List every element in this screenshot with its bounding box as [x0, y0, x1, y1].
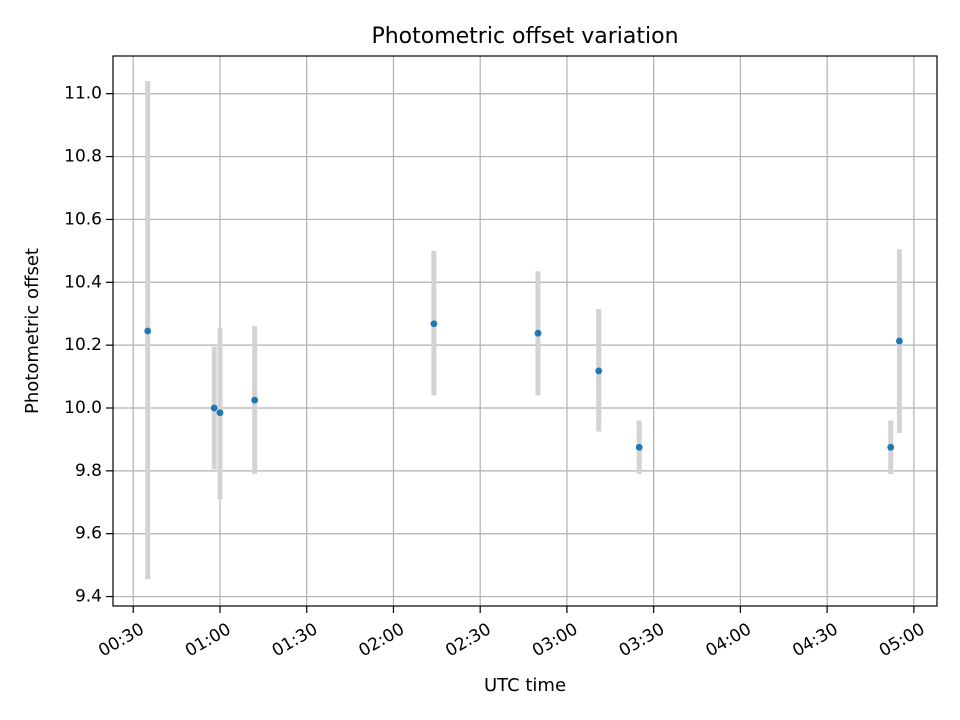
data-point — [595, 367, 603, 375]
data-point — [251, 396, 259, 404]
chart-title: Photometric offset variation — [371, 24, 678, 49]
y-tick-label: 10.6 — [64, 209, 102, 229]
data-point — [887, 443, 895, 451]
data-point — [210, 404, 218, 412]
data-points — [144, 320, 903, 451]
y-axis-ticks: 9.4 9.6 9.8 10.0 10.2 10.4 10.6 10.8 11.0 — [64, 84, 113, 607]
y-tick-label: 11.0 — [64, 84, 102, 104]
data-point — [216, 409, 224, 417]
y-tick-label: 9.6 — [75, 524, 102, 544]
y-tick-label: 9.8 — [75, 461, 102, 481]
grid-lines — [113, 56, 937, 606]
y-tick-label: 10.0 — [64, 398, 102, 418]
y-axis-label: Photometric offset — [22, 248, 43, 414]
data-point — [635, 443, 643, 451]
y-tick-label: 9.4 — [75, 587, 102, 607]
data-point — [144, 327, 152, 335]
data-point — [430, 320, 438, 328]
data-point — [896, 337, 903, 345]
y-tick-label: 10.4 — [64, 272, 102, 292]
plot-frame — [112, 55, 938, 607]
x-axis-label: UTC time — [484, 675, 566, 696]
y-tick-label: 10.8 — [64, 147, 102, 167]
data-point — [534, 329, 542, 337]
y-tick-label: 10.2 — [64, 335, 102, 355]
